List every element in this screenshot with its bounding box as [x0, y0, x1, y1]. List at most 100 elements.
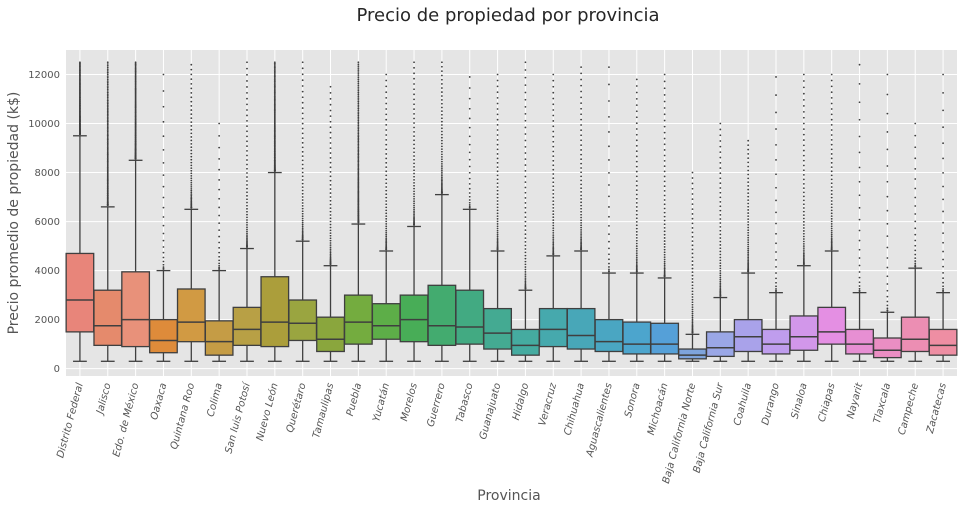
- outlier-point: [440, 78, 443, 81]
- outlier-point: [552, 150, 555, 153]
- outlier-point: [552, 114, 555, 117]
- outlier-point: [802, 227, 805, 229]
- outlier-point: [886, 246, 889, 249]
- outlier-point: [830, 91, 833, 94]
- outlier-point: [273, 73, 276, 75]
- outlier-point: [719, 140, 722, 142]
- outliers: [942, 73, 944, 293]
- outlier-point: [552, 185, 555, 188]
- iqr-box: [650, 322, 680, 355]
- outlier-point: [329, 85, 332, 88]
- box-distrito-federal: [65, 61, 95, 362]
- outlier-point: [106, 108, 109, 111]
- outlier-point: [385, 108, 388, 110]
- box-chihuahua: [566, 66, 596, 362]
- x-tick-label: Yucatán: [370, 382, 392, 423]
- outlier-point: [942, 142, 944, 145]
- outlier-point: [663, 94, 666, 96]
- outlier-point: [635, 170, 638, 173]
- outlier-point: [496, 157, 499, 160]
- outlier-point: [802, 199, 805, 202]
- outlier-point: [385, 196, 388, 199]
- outlier-point: [357, 170, 360, 172]
- outlier-point: [246, 140, 248, 143]
- outlier-point: [580, 241, 583, 244]
- outlier-point: [385, 227, 388, 230]
- outlier-point: [468, 126, 471, 129]
- box-jalisco: [93, 61, 123, 362]
- outliers: [413, 61, 415, 226]
- outlier-point: [524, 283, 527, 286]
- outlier-point: [357, 73, 360, 75]
- outlier-point: [440, 87, 443, 89]
- outliers: [273, 61, 276, 172]
- outlier-point: [329, 161, 332, 164]
- outlier-point: [830, 186, 833, 188]
- outlier-point: [802, 149, 805, 152]
- outlier-point: [357, 153, 360, 156]
- outlier-point: [106, 63, 109, 65]
- outlier-point: [246, 145, 248, 148]
- outlier-point: [747, 249, 750, 252]
- outlier-point: [775, 272, 777, 274]
- outlier-point: [106, 145, 109, 147]
- outlier-point: [775, 199, 777, 202]
- outlier-point: [802, 98, 805, 101]
- outlier-point: [552, 120, 555, 122]
- outlier-point: [942, 109, 944, 112]
- outlier-point: [162, 196, 165, 199]
- outlier-point: [357, 146, 360, 149]
- outlier-point: [162, 206, 165, 209]
- outlier-point: [580, 194, 583, 197]
- outlier-point: [385, 225, 388, 228]
- outlier-point: [830, 148, 833, 151]
- outlier-point: [691, 314, 694, 317]
- outlier-point: [663, 240, 666, 242]
- outlier-point: [468, 195, 471, 198]
- outlier-point: [914, 178, 917, 180]
- outlier-point: [329, 126, 332, 129]
- outlier-point: [524, 158, 527, 161]
- outlier-point: [830, 193, 833, 196]
- outlier-point: [385, 237, 388, 240]
- outliers: [440, 61, 443, 195]
- outlier-point: [106, 110, 109, 113]
- outlier-point: [301, 233, 304, 235]
- outlier-point: [775, 222, 777, 225]
- y-axis-ticks: 0 2000 4000 6000 8000 10000 12000: [28, 70, 60, 375]
- outlier-point: [691, 325, 694, 328]
- outlier-point: [218, 266, 221, 269]
- outlier-point: [719, 226, 722, 228]
- outlier-point: [747, 253, 750, 256]
- outlier-point: [691, 252, 694, 255]
- outlier-point: [301, 163, 304, 166]
- outlier-point: [830, 123, 833, 126]
- outlier-point: [635, 144, 638, 147]
- outlier-point: [329, 246, 332, 249]
- outlier-point: [552, 73, 555, 76]
- outlier-point: [719, 182, 722, 185]
- outlier-point: [524, 254, 527, 257]
- outlier-point: [496, 161, 499, 164]
- outlier-point: [106, 122, 109, 124]
- outlier-point: [301, 73, 304, 76]
- x-tick-label: Guerrero: [426, 382, 448, 428]
- outlier-point: [190, 121, 193, 123]
- outlier-point: [218, 197, 221, 200]
- outlier-point: [691, 222, 694, 225]
- x-tick-label: Querétaro: [284, 382, 309, 434]
- outlier-point: [942, 288, 944, 290]
- outlier-point: [190, 136, 193, 138]
- outlier-point: [942, 258, 944, 261]
- outlier-point: [385, 209, 388, 212]
- outlier-point: [329, 166, 332, 169]
- outlier-point: [802, 203, 805, 206]
- outlier-point: [524, 273, 527, 276]
- outlier-point: [246, 135, 248, 138]
- outlier-point: [301, 146, 304, 149]
- outlier-point: [218, 229, 221, 232]
- outlier-point: [273, 69, 276, 72]
- outlier-point: [385, 138, 388, 141]
- outlier-point: [357, 152, 360, 155]
- outlier-point: [802, 191, 805, 194]
